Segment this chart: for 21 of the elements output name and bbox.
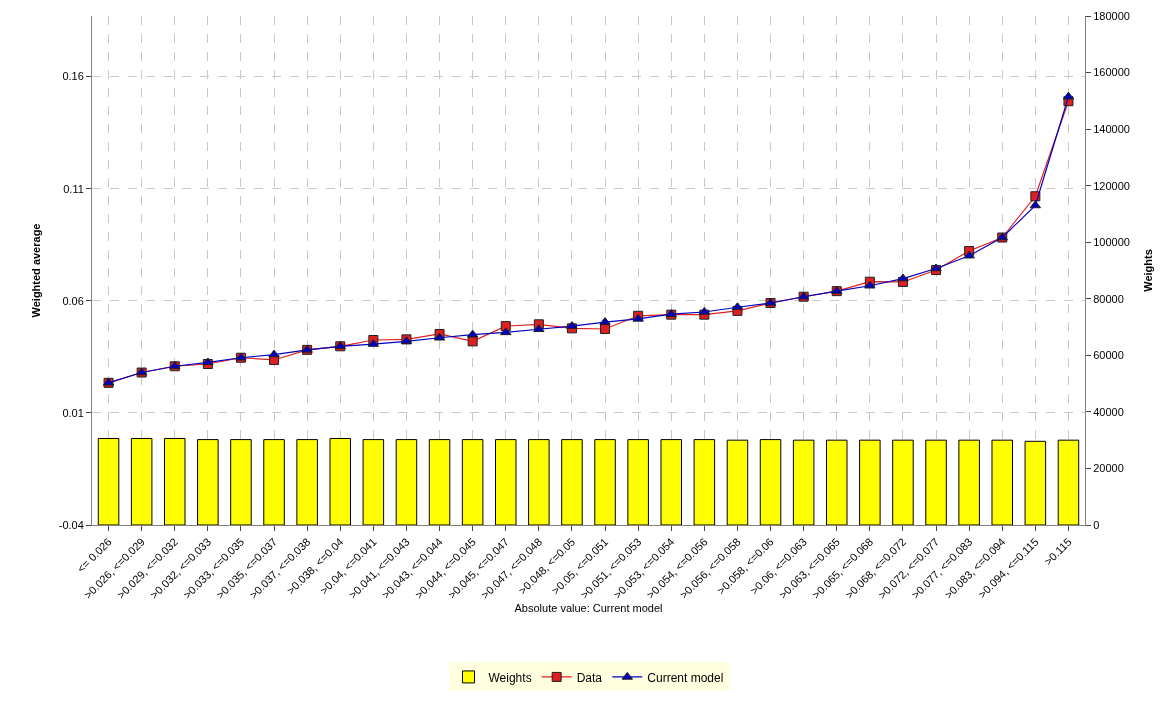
y-axis-title: Weighted average [30, 223, 43, 318]
y2-tick-label: 100000 [1093, 236, 1130, 249]
y2-tick-label: 0 [1093, 518, 1100, 531]
y2-tick-label: 120000 [1093, 179, 1130, 192]
y-tick-label: 0.01 [62, 406, 84, 419]
y2-axis-title: Weights [1142, 249, 1155, 292]
x-axis-title: Absolute value: Current model [514, 602, 663, 615]
y2-tick-label: 140000 [1093, 122, 1130, 135]
y-tick-label: 0.16 [62, 70, 84, 83]
y2-tick-label: 180000 [1093, 9, 1130, 22]
y2-tick-label: 80000 [1093, 292, 1124, 305]
y-tick-label: -0.04 [58, 518, 84, 531]
y-tick-label: 0.06 [62, 294, 84, 307]
y2-tick-label: 40000 [1093, 405, 1124, 418]
y2-tick-label: 20000 [1093, 462, 1124, 475]
legend-label: Current model [647, 670, 724, 685]
y-tick-label: 0.11 [63, 182, 84, 195]
y2-tick-label: 60000 [1093, 349, 1124, 362]
y2-tick-label: 160000 [1093, 66, 1130, 79]
legend-label: Data [576, 670, 603, 685]
legend-label: Weights [488, 670, 532, 685]
